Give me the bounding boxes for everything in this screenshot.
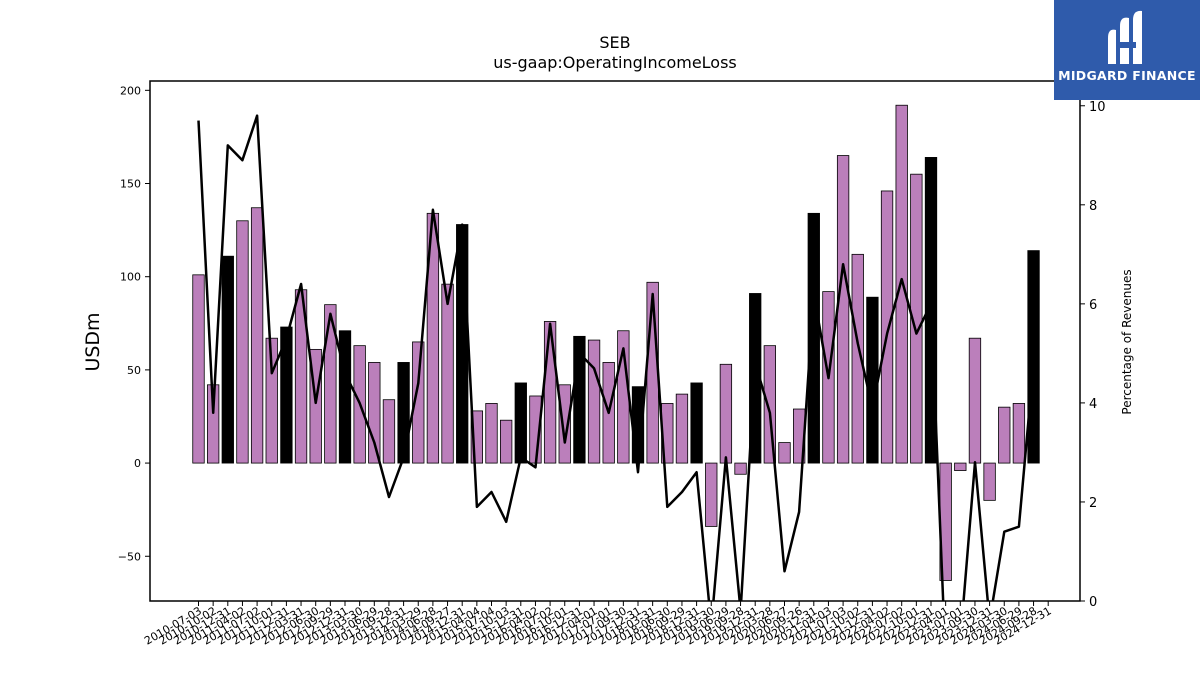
bar-2022-07-02 — [895, 104, 908, 464]
bar-2019-09-28 — [734, 462, 747, 475]
bar-2021-07-03 — [836, 155, 850, 464]
y2-tick-label: 2 — [1089, 496, 1097, 511]
bar-2020-12-31 — [807, 212, 820, 464]
y-tick-label: −50 — [118, 550, 141, 563]
bar-2022-04-02 — [880, 190, 894, 464]
bar-2014-09-27 — [441, 283, 454, 464]
bar-2024-06-29 — [1012, 403, 1026, 464]
percent-of-revenues-line — [197, 114, 1035, 601]
bar-2022-10-01 — [910, 173, 923, 464]
brand-name: MIDGARD FINANCE — [1058, 68, 1196, 83]
y2-tick-label: 4 — [1089, 397, 1097, 412]
y2-tick-label: 10 — [1089, 100, 1106, 115]
bar-2013-12-31 — [397, 362, 410, 464]
y-axis-label: USDm — [82, 312, 104, 371]
y2-tick-label: 6 — [1089, 298, 1097, 313]
bar-2016-10-01 — [558, 384, 571, 464]
bar-2019-03-30 — [705, 462, 718, 527]
bar-2010-12-31 — [221, 255, 234, 464]
bar-2021-10-02 — [851, 253, 864, 464]
bar-2015-04-04 — [470, 410, 484, 464]
bar-2010-07-03 — [192, 274, 205, 464]
bar-2012-12-31 — [338, 330, 352, 464]
y-tick-label: 100 — [120, 271, 141, 284]
y-tick-label: 0 — [134, 457, 141, 470]
bar-2016-12-31 — [573, 335, 586, 464]
bar-2015-10-03 — [499, 419, 513, 464]
chart-subtitle: us-gaap:OperatingIncomeLoss — [493, 53, 737, 72]
bar-2011-07-02 — [250, 207, 264, 464]
bar-2015-07-04 — [485, 403, 498, 464]
bar-2023-07-01 — [954, 462, 967, 471]
plot-frame — [149, 80, 1081, 602]
bar-2018-12-31 — [690, 382, 703, 464]
bar-2019-06-29 — [719, 363, 733, 464]
y2-tick-label: 8 — [1089, 199, 1097, 214]
bar-2011-04-02 — [236, 220, 249, 464]
bar-2017-04-01 — [587, 339, 601, 464]
bar-2023-09-30 — [968, 337, 982, 464]
y2-axis-label: Percentage of Revenues — [1120, 269, 1134, 414]
bar-2020-03-28 — [763, 345, 776, 464]
chart-title: SEB — [599, 33, 630, 52]
bar-2023-12-31 — [983, 462, 996, 501]
bar-2014-12-31 — [456, 224, 469, 464]
y-tick-label: 150 — [120, 178, 141, 191]
bar-2015-12-31 — [514, 382, 527, 464]
y2-tick-label: 0 — [1089, 595, 1097, 610]
bar-2024-03-30 — [998, 406, 1011, 464]
bar-2013-06-29 — [368, 362, 381, 464]
y-tick-label: 50 — [127, 364, 141, 377]
bar-2010-10-02 — [206, 384, 220, 464]
bar-2014-03-29 — [412, 341, 425, 464]
bar-2012-06-30 — [309, 348, 322, 464]
bar-2016-07-02 — [543, 321, 557, 464]
y-tick-label: 200 — [120, 84, 141, 97]
midgard-logo-icon — [1108, 10, 1142, 64]
bar-2020-06-27 — [778, 442, 791, 464]
bar-2011-10-01 — [265, 337, 278, 464]
bar-2011-12-31 — [280, 326, 293, 464]
bar-2024-09-28 — [1027, 250, 1040, 464]
plot-area: −5005010015020002468102010-07-032010-10-… — [118, 80, 1106, 648]
bar-2021-12-31 — [866, 296, 879, 464]
bar-2018-09-29 — [675, 393, 689, 464]
bar-2012-09-29 — [324, 304, 337, 464]
bar-2013-09-28 — [382, 399, 396, 464]
brand-logo: MIDGARD FINANCE — [1054, 0, 1200, 100]
